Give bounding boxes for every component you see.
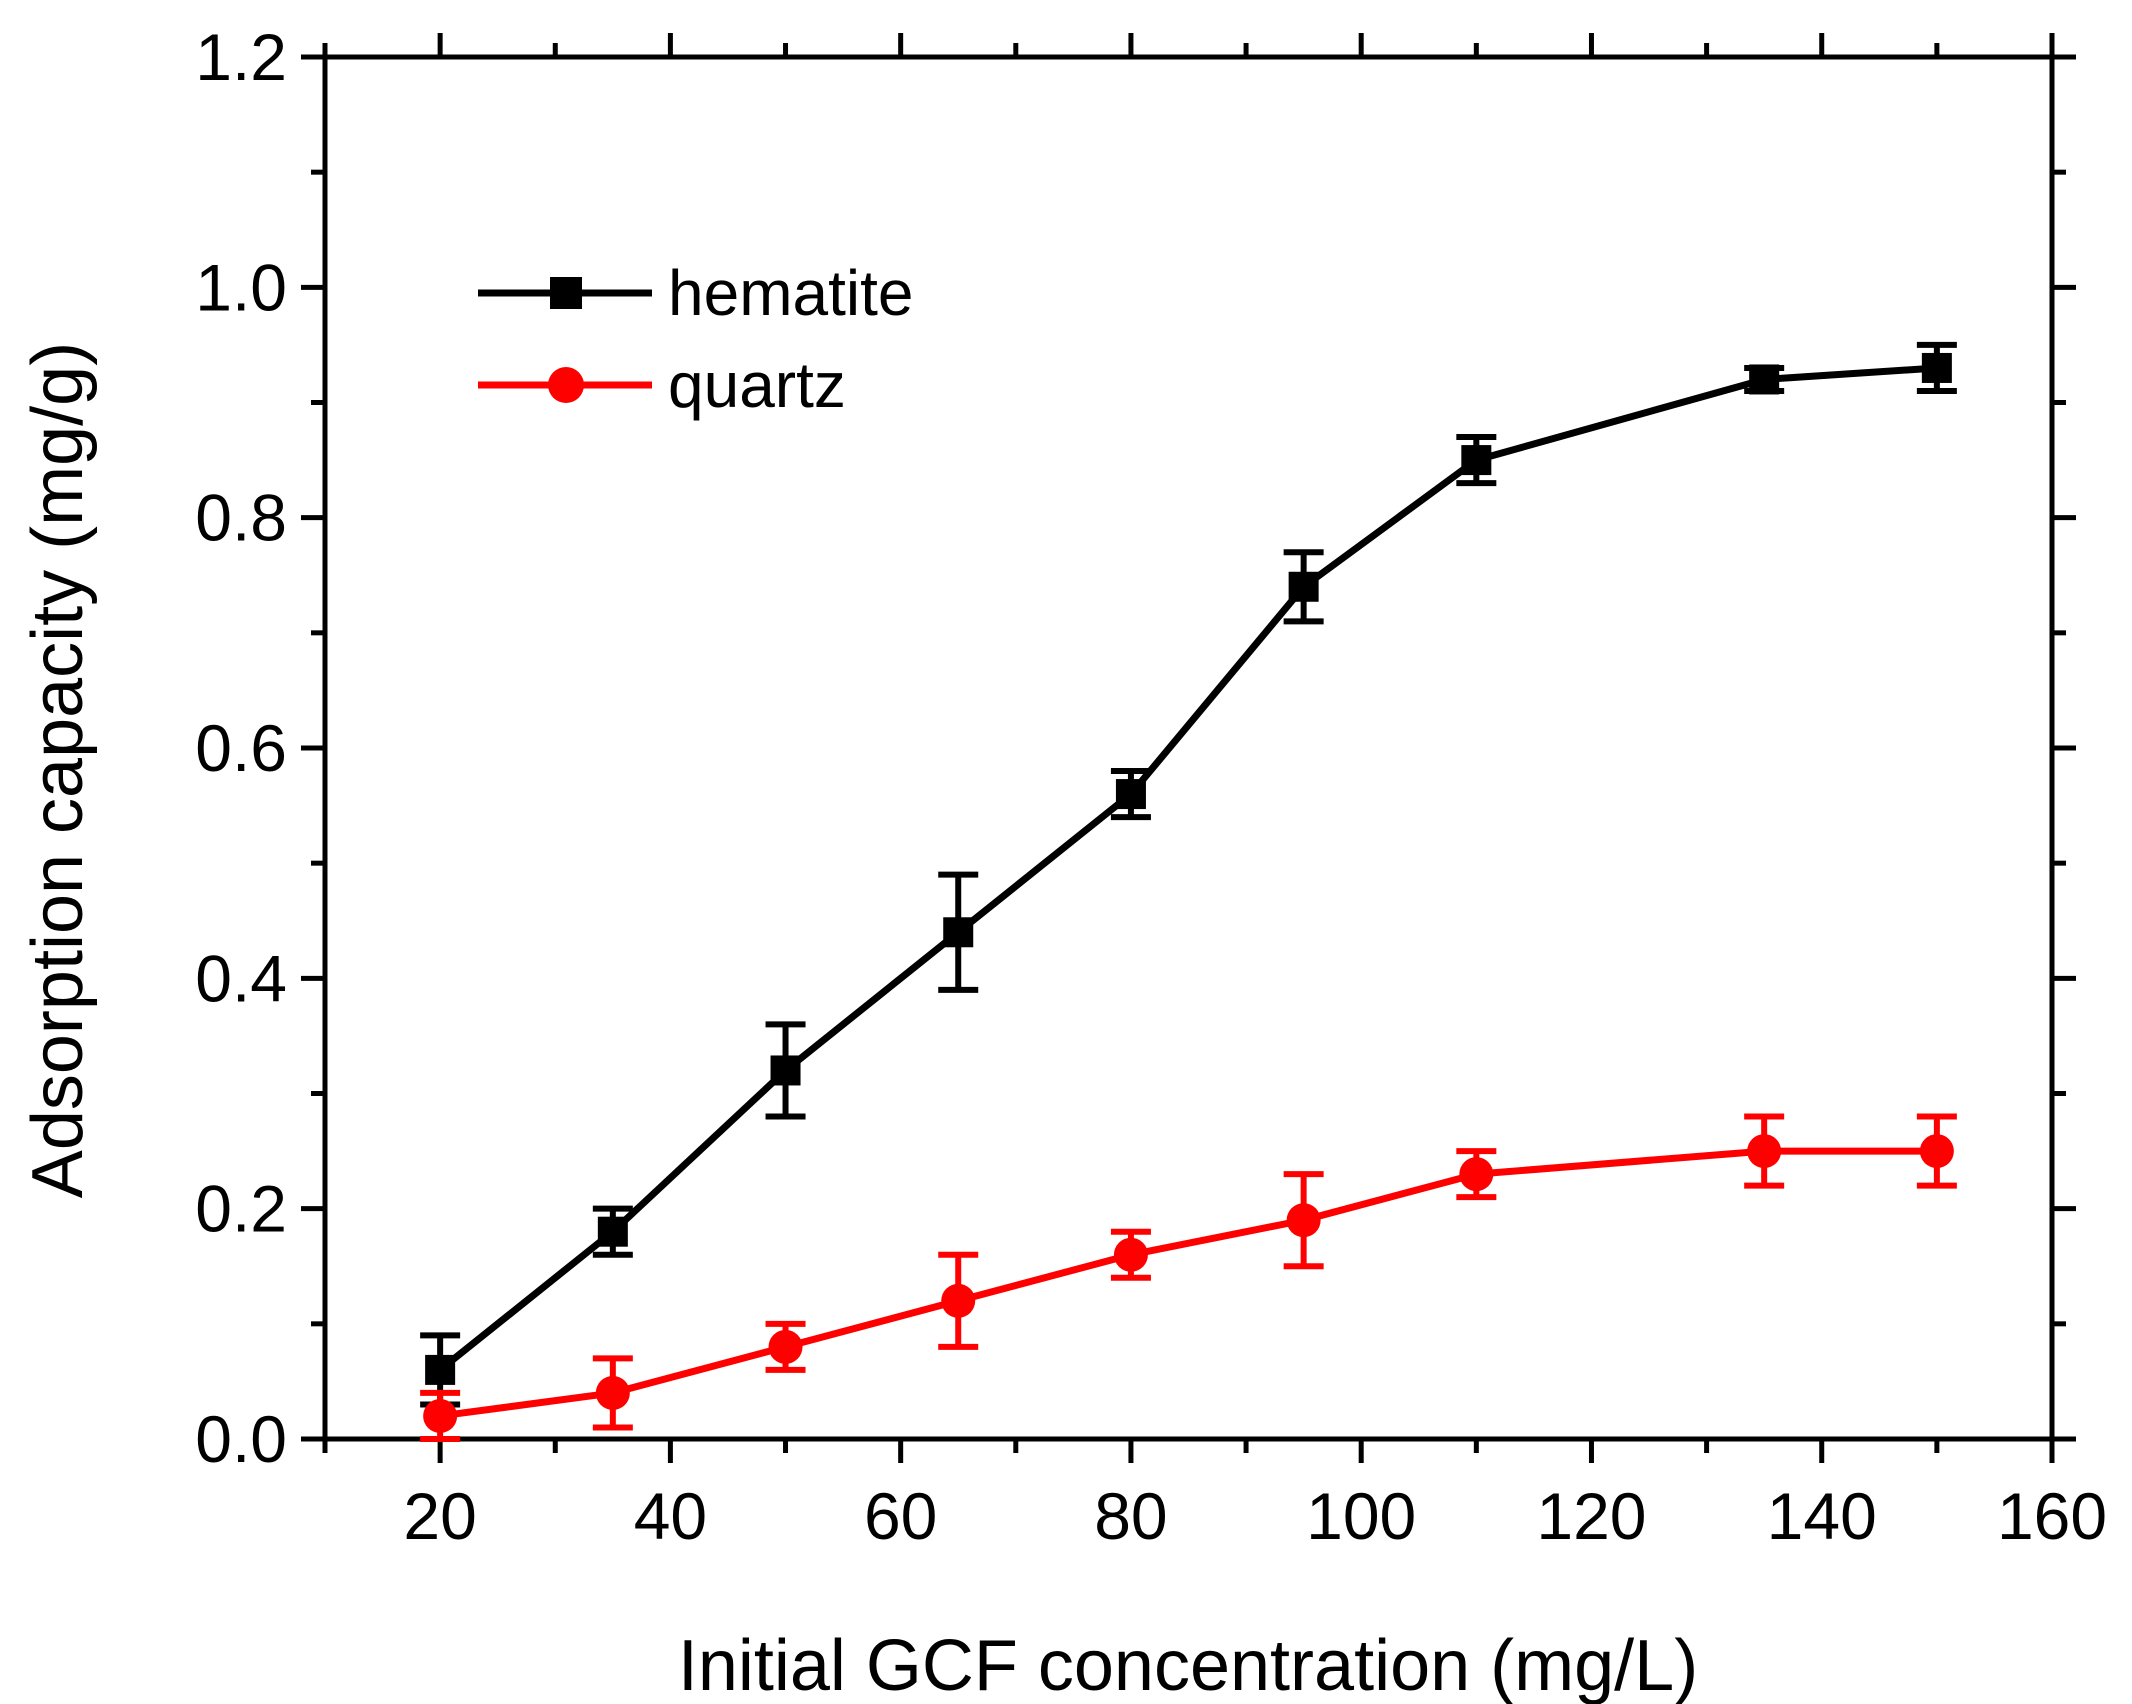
legend-label: hematite — [668, 257, 913, 329]
x-tick-label: 20 — [403, 1479, 476, 1553]
data-point — [425, 1354, 456, 1385]
data-point — [770, 1055, 801, 1086]
data-point — [1747, 1134, 1782, 1169]
x-tick-label: 80 — [1094, 1479, 1167, 1553]
legend-marker — [550, 277, 582, 309]
series-hematite — [420, 341, 1957, 1408]
data-point — [941, 1283, 976, 1318]
y-tick-label: 0.4 — [195, 941, 287, 1015]
x-tick-label: 140 — [1767, 1479, 1877, 1553]
data-point — [1461, 445, 1492, 476]
data-point — [1113, 1237, 1148, 1272]
data-point — [597, 1216, 628, 1247]
x-tick-label: 120 — [1536, 1479, 1646, 1553]
data-point — [1288, 571, 1319, 602]
legend: hematite quartz — [478, 257, 913, 421]
legend-label: quartz — [668, 349, 846, 421]
series-line — [439, 1147, 1937, 1420]
series-quartz — [420, 1113, 1957, 1442]
y-tick-label: 1.0 — [195, 250, 287, 324]
x-tick-label: 100 — [1306, 1479, 1416, 1553]
data-point — [423, 1398, 458, 1433]
plot-frame — [322, 54, 2055, 1442]
y-tick-label: 1.2 — [195, 20, 287, 94]
x-axis-title: Initial GCF concentration (mg/L) — [678, 1626, 1698, 1704]
legend-marker — [548, 367, 584, 403]
data-point — [768, 1329, 803, 1364]
data-point — [1919, 1134, 1954, 1169]
y-tick-label: 0.6 — [195, 711, 287, 785]
data-point — [1921, 352, 1952, 383]
data-point — [1115, 779, 1146, 810]
y-tick-label: 0.2 — [195, 1172, 287, 1246]
data-point — [595, 1375, 630, 1410]
data-point — [1459, 1157, 1494, 1192]
series-line — [437, 364, 1938, 1373]
axes-layer: 20 40 60 80 100 120 140 160 0.0 0.2 0.4 0.6 0.8 1.0 1.… — [195, 20, 2107, 1553]
data-layer — [420, 341, 1957, 1442]
x-tick-label: 160 — [1997, 1479, 2107, 1553]
data-point — [1749, 364, 1780, 395]
y-axis-title: Adsorption capacity (mg/g) — [18, 342, 98, 1198]
data-point — [943, 917, 974, 948]
x-tick-label: 40 — [634, 1479, 707, 1553]
data-point — [1286, 1203, 1321, 1238]
x-tick-label: 60 — [864, 1479, 937, 1553]
y-tick-label: 0.8 — [195, 481, 287, 555]
y-tick-label: 0.0 — [195, 1402, 287, 1476]
